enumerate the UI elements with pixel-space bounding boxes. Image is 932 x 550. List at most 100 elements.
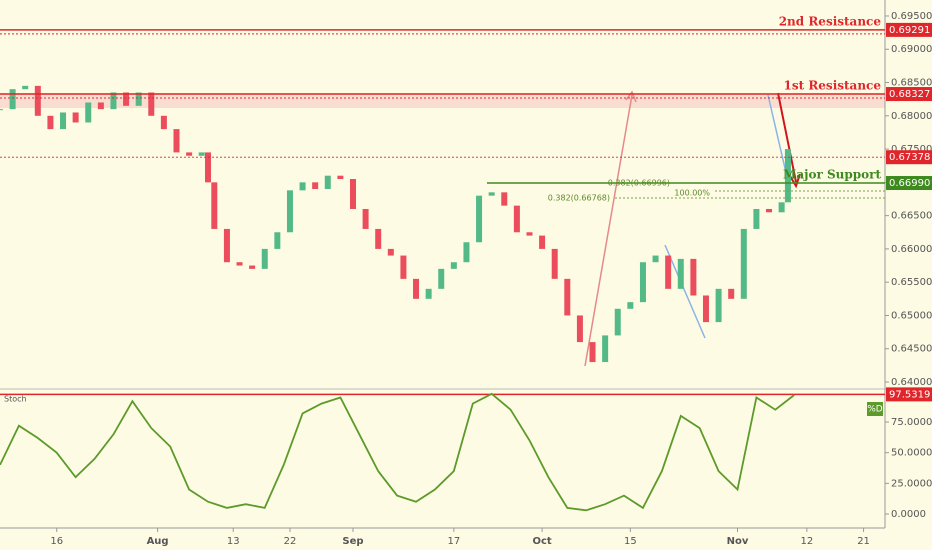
candle [665,255,672,289]
y-tick-label: 0.64500 [891,344,932,355]
candle [135,92,142,106]
price-tag [886,176,932,191]
panel-title: Stoch [4,395,27,404]
price-tag-label: 0.69291 [889,25,930,36]
candle [47,115,54,130]
candle [488,192,495,196]
candle [362,208,369,229]
x-tick-label: Sep [342,536,363,547]
candle [728,288,735,299]
legend-box [867,402,883,416]
candle [60,112,67,130]
candle [463,242,470,263]
price-tag-label: 0.67378 [889,152,930,163]
candle [778,202,785,213]
candle [110,92,117,110]
candle [173,129,180,153]
legend-label: %D [867,405,883,415]
candle [85,102,92,123]
candle [205,152,212,183]
x-tick-label: 15 [624,536,637,547]
x-tick-label: 17 [447,536,460,547]
arrow-head [789,173,801,189]
candle [551,248,558,279]
candle [476,195,483,243]
x-tick-label: 16 [50,536,63,547]
candle [766,208,773,213]
candle [261,248,268,269]
candle [97,102,104,110]
candle [753,208,760,229]
projection-arrow [584,94,633,367]
candle [627,302,634,309]
candle [715,288,722,323]
candle [438,268,445,289]
abcd-leg [664,244,706,339]
candle [286,190,293,233]
x-tick-label: Oct [532,536,551,547]
candle [337,175,344,180]
resistance-zone [0,93,885,108]
candle [501,192,508,206]
candle [22,85,29,90]
y-tick-label: 0.68500 [891,78,932,89]
candle [614,308,621,336]
candle [387,248,394,256]
candle [450,262,457,269]
candle [123,92,130,106]
candle [413,278,420,299]
candle [576,315,583,343]
candle [312,182,319,190]
candle [513,205,520,233]
candle [34,85,41,116]
target-arrow [777,92,797,183]
candle [690,258,697,296]
candle [72,112,79,123]
price-tag [886,87,932,102]
candle [9,89,16,110]
y-tick-label: 25.0000 [891,478,932,489]
candle [349,179,356,209]
candle [677,258,684,289]
candle [223,228,230,263]
candle [425,288,432,299]
price-tag [886,387,932,402]
candle [602,335,609,363]
candle [299,182,306,191]
candle [740,228,747,299]
candle [198,152,205,156]
candle [702,295,709,323]
candle [539,235,546,249]
arrow-head [625,90,637,103]
candle [160,115,167,130]
candle [148,92,155,116]
y-tick-label: 75.0000 [891,417,932,428]
candle [652,255,659,263]
fib-label: 0.382(0.66996) [608,179,670,188]
candle [639,262,646,303]
x-tick-label: 12 [800,536,813,547]
fib-label: 0.382(0.66768) [548,194,610,203]
candle [324,175,331,190]
y-tick-label: 0.67500 [891,144,932,155]
price-tag [886,150,932,165]
price-tag-label: 0.68327 [889,89,930,100]
candle [784,149,791,203]
x-tick-label: 21 [857,536,870,547]
y-tick-label: 0.65500 [891,277,932,288]
candle [375,228,382,249]
x-tick-label: 13 [227,536,240,547]
candle [186,152,193,156]
level-label: Major Support [783,168,881,182]
x-tick-label: Aug [147,536,169,547]
y-tick-label: 0.66000 [891,244,932,255]
candle [0,109,3,111]
y-tick-label: 0.66500 [891,211,932,222]
price-tag-label: 97.5319 [889,389,930,400]
y-tick-label: 0.69000 [891,44,932,55]
candle [526,232,533,236]
x-tick-label: Nov [727,536,749,547]
candle [236,262,243,266]
candle [400,255,407,279]
